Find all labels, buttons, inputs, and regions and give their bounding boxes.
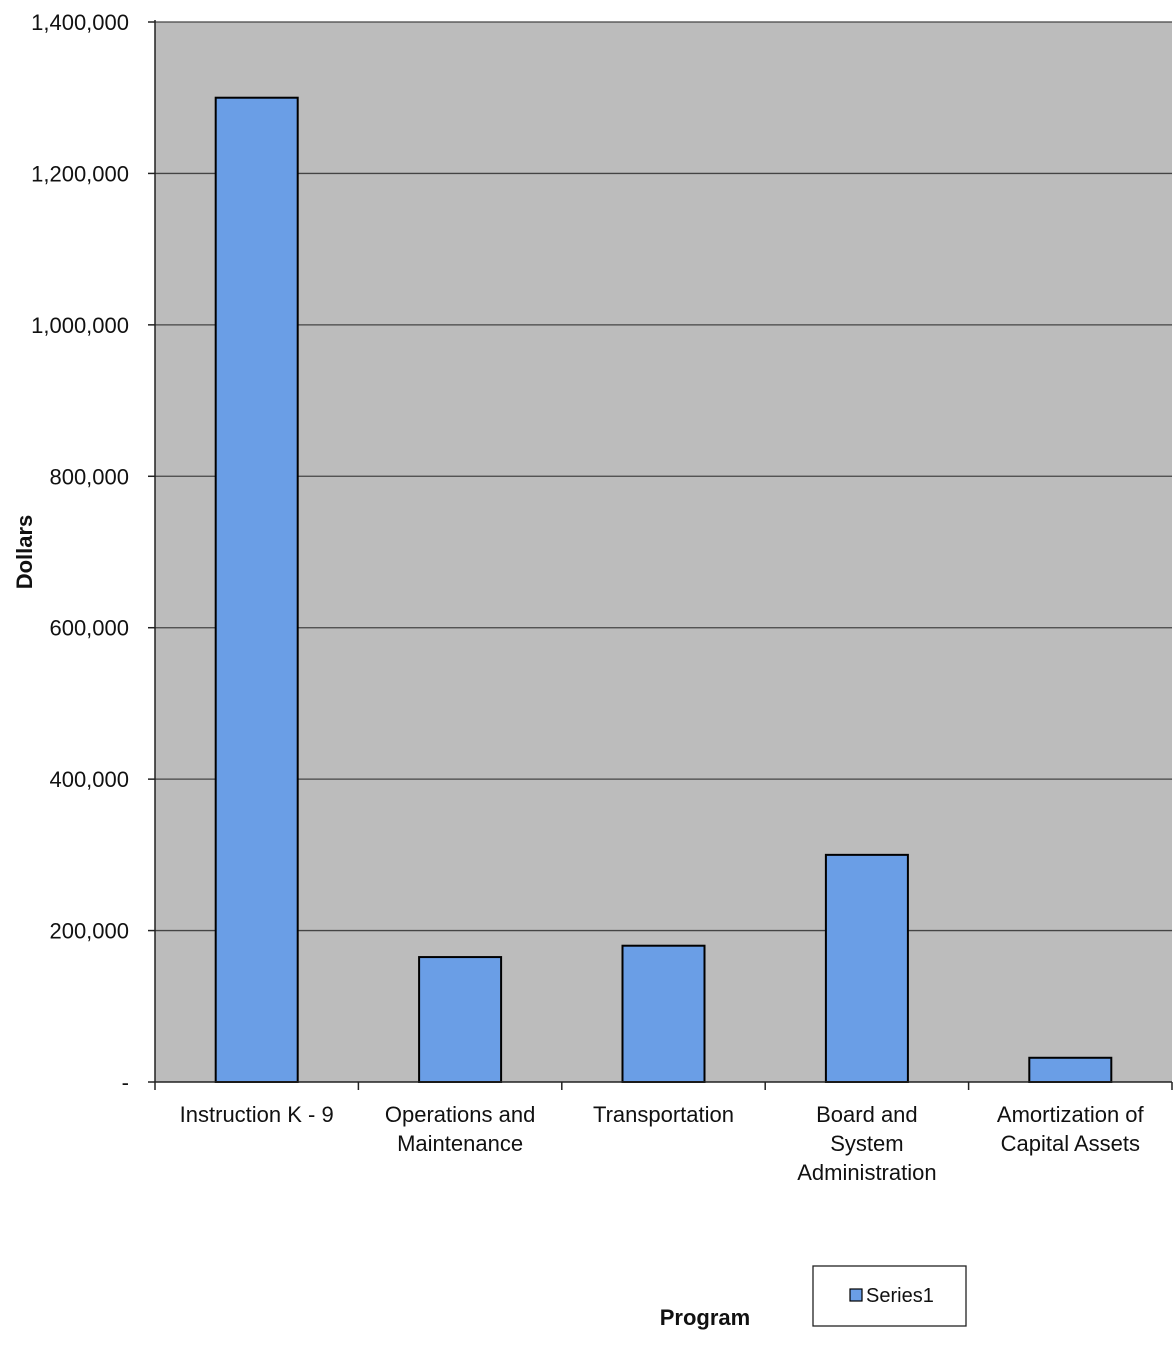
legend: Series1 — [812, 1265, 967, 1327]
gridlines — [155, 21, 1172, 932]
axes — [148, 20, 1173, 1090]
legend-swatch-series1 — [849, 1288, 863, 1302]
y-tick-label: 1,400,000 — [31, 10, 129, 35]
x-category-label: Transportation — [593, 1102, 734, 1127]
x-category-labels: Instruction K - 9 Operations and Maintenan… — [180, 1102, 1145, 1185]
legend-label-series1: Series1 — [866, 1285, 934, 1307]
x-category-label: Instruction K - 9 — [180, 1102, 334, 1127]
bar-5 — [1028, 1056, 1113, 1084]
y-tick-label: 600,000 — [49, 616, 129, 641]
bar-3 — [621, 944, 706, 1084]
bar-2 — [418, 956, 503, 1083]
bar-1 — [214, 96, 299, 1083]
x-category-label: Amortization of Capital Assets — [997, 1102, 1145, 1156]
y-tick-label: - — [122, 1070, 129, 1095]
y-tick-label: 400,000 — [49, 767, 129, 792]
plot-area — [155, 22, 1172, 1082]
bar-4 — [824, 853, 909, 1083]
y-tick-label: 1,200,000 — [31, 161, 129, 186]
y-axis-title: Dollars — [12, 515, 37, 590]
y-tick-label: 1,000,000 — [31, 313, 129, 338]
legend-box — [812, 1265, 967, 1327]
x-axis-title: Program — [660, 1305, 750, 1330]
y-tick-label: 800,000 — [49, 464, 129, 489]
x-category-label: Board and System Administration — [797, 1102, 936, 1185]
y-tick-label: 200,000 — [49, 919, 129, 944]
x-category-label: Operations and Maintenance — [385, 1102, 535, 1156]
y-tick-labels: - 200,000 400,000 600,000 800,000 1,000,000 1,… — [31, 10, 129, 1095]
